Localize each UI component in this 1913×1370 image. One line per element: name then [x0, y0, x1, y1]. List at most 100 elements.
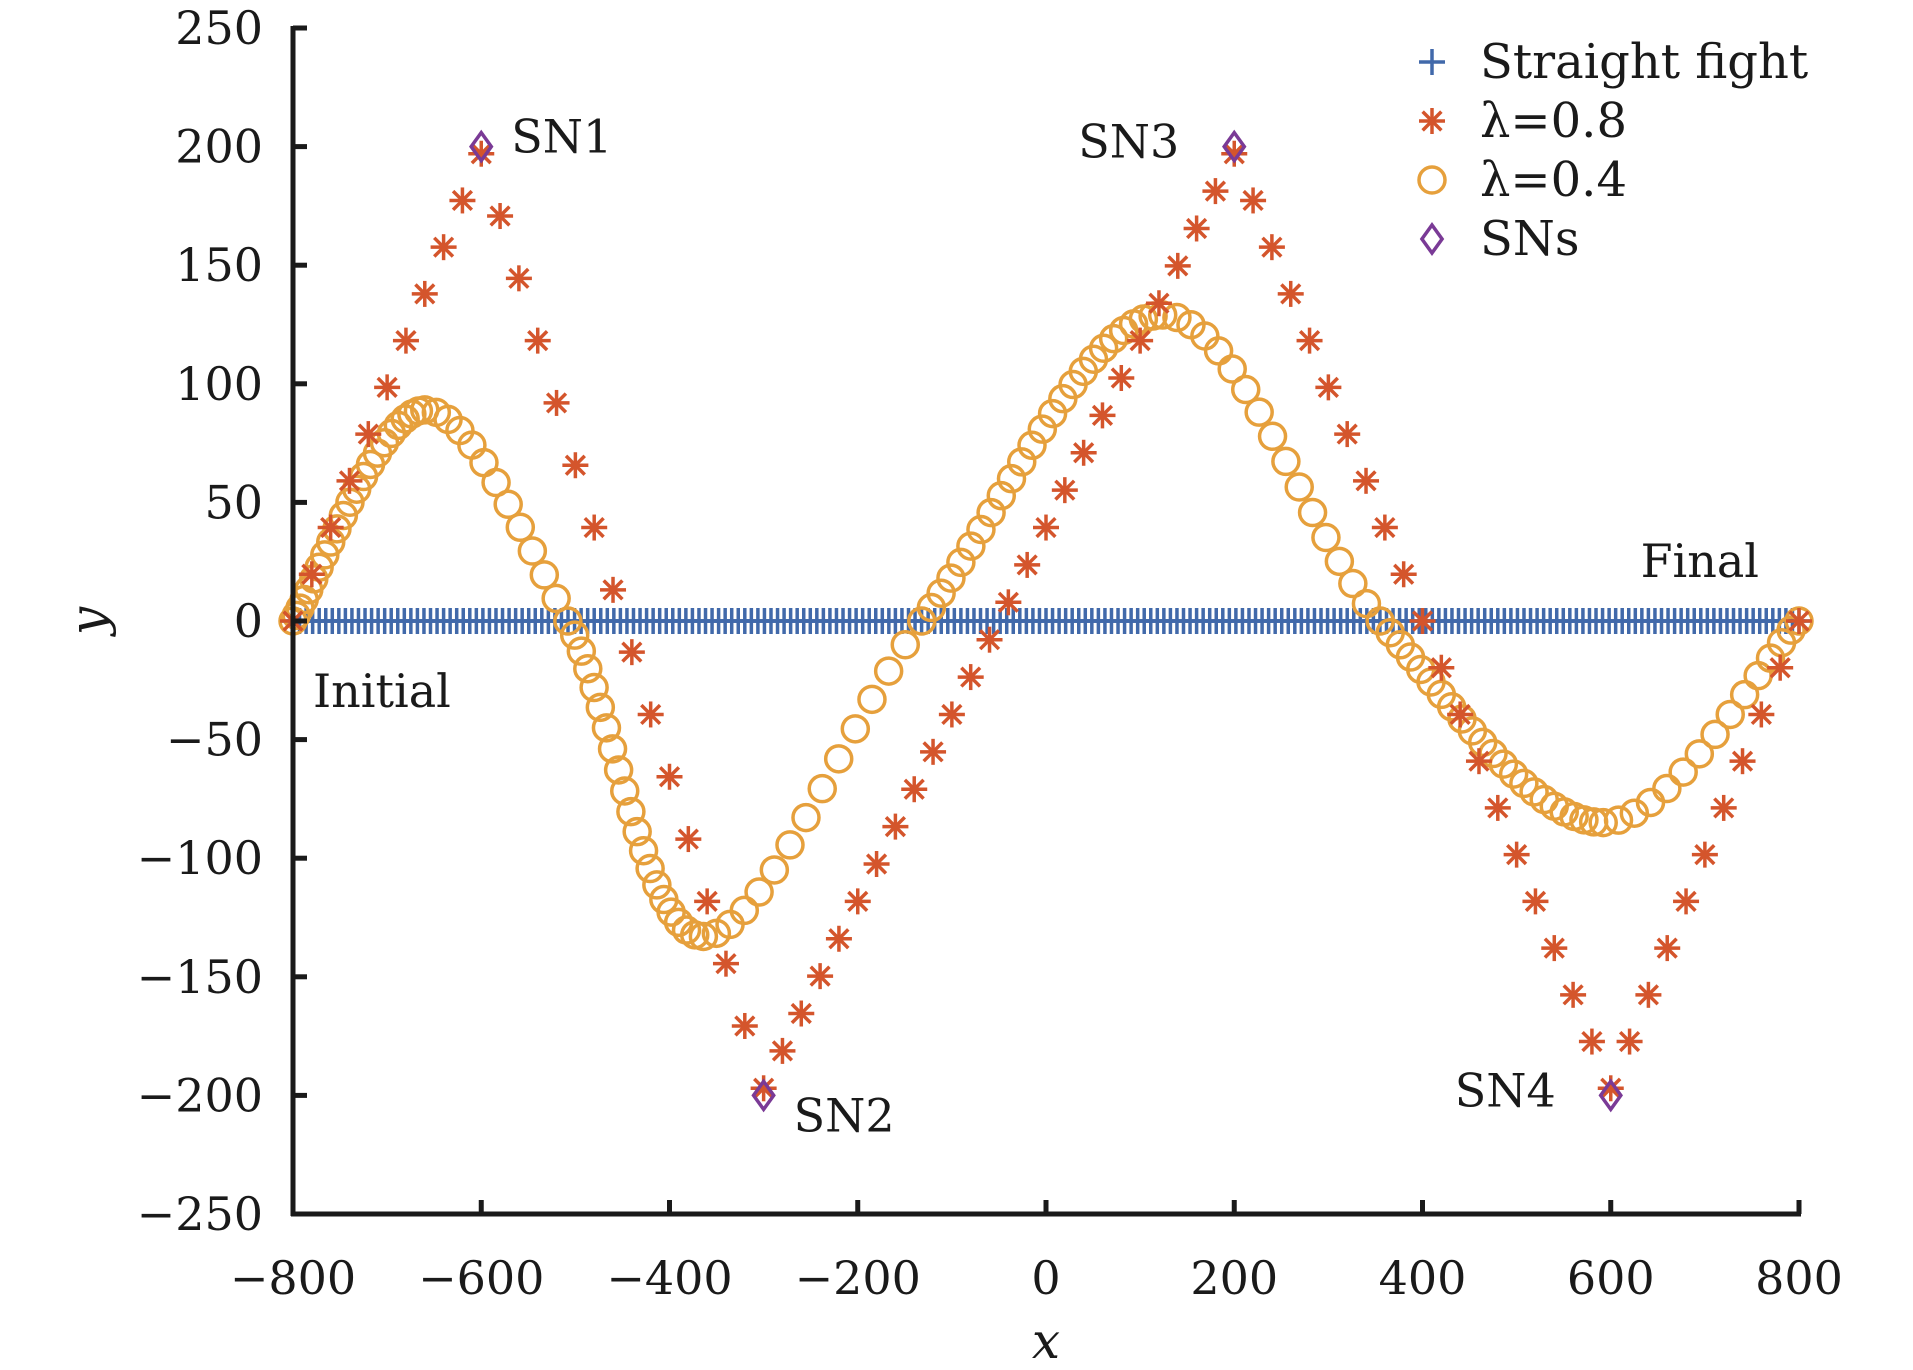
asterisk-marker [1089, 402, 1116, 429]
asterisk-marker [317, 514, 344, 541]
x-tick-label: −400 [606, 1251, 732, 1305]
circle-marker [1715, 699, 1745, 730]
annotations: SN1 SN2 SN3 SN4 Initial Final [313, 110, 1759, 1143]
circle-marker [744, 877, 774, 907]
asterisk-marker [920, 738, 947, 765]
circle-marker [1776, 615, 1806, 645]
legend-label: Straight fight [1480, 34, 1808, 90]
x-tick-label: 800 [1755, 1251, 1843, 1305]
circle-marker [591, 713, 622, 743]
asterisk-marker [1578, 1028, 1605, 1055]
asterisk-marker [1522, 888, 1549, 915]
asterisk-marker [1070, 439, 1097, 466]
circle-marker [791, 802, 821, 833]
asterisk-marker [411, 280, 438, 307]
circle-marker [1417, 165, 1447, 195]
circle-marker [1006, 447, 1037, 477]
asterisk-marker [487, 203, 514, 230]
annotation-sn4: SN4 [1455, 1063, 1556, 1117]
y-tick-label: 50 [204, 475, 263, 529]
y-tick-label: −50 [166, 713, 263, 767]
circle-marker [1324, 546, 1355, 577]
diamond-marker [469, 129, 494, 164]
circle-marker [1027, 414, 1058, 444]
asterisk-marker [844, 888, 871, 915]
asterisk-marker [1277, 280, 1304, 307]
y-tick-label: 100 [175, 357, 263, 411]
circle-marker [775, 830, 805, 860]
asterisk-marker [1616, 1028, 1643, 1055]
circle-marker [628, 835, 659, 866]
circle-marker [553, 606, 583, 636]
circle-marker [1700, 719, 1730, 750]
circle-marker [986, 480, 1017, 511]
asterisk-marker [1729, 748, 1756, 775]
asterisk-marker [355, 421, 382, 448]
circle-marker [493, 489, 523, 520]
circle-marker [622, 816, 652, 847]
circle-marker [873, 656, 904, 686]
x-tick-label: 0 [1031, 1251, 1060, 1305]
asterisk-marker [825, 925, 852, 952]
asterisk-marker [694, 888, 721, 915]
circle-marker [807, 773, 837, 804]
y-tick-label: −250 [137, 1187, 263, 1241]
asterisk-marker [1786, 608, 1812, 634]
asterisk-marker [1748, 701, 1775, 728]
asterisk-marker [1465, 748, 1492, 775]
series-lambda-0.4 [278, 300, 1814, 952]
asterisk-marker [1183, 215, 1210, 242]
asterisk-marker [392, 327, 419, 354]
circle-marker [956, 531, 986, 561]
asterisk-marker [600, 576, 627, 603]
asterisk-marker [637, 701, 664, 728]
legend-item: SNs [1419, 211, 1580, 267]
annotation-final: Final [1641, 534, 1759, 588]
y-tick-label: 200 [175, 120, 263, 174]
annotation-sn3: SN3 [1078, 115, 1179, 169]
circle-marker [1729, 679, 1760, 710]
asterisk-marker [976, 626, 1003, 653]
asterisk-marker [336, 467, 363, 494]
asterisk-marker [1409, 608, 1436, 634]
asterisk-marker [430, 234, 457, 261]
annotation-sn2: SN2 [794, 1088, 895, 1142]
asterisk-marker [618, 639, 645, 666]
asterisk-marker [731, 1012, 758, 1039]
circle-marker [936, 563, 966, 593]
asterisk-marker [1710, 794, 1737, 821]
circle-marker [573, 653, 603, 684]
asterisk-marker [1353, 467, 1380, 494]
circle-marker [688, 921, 719, 952]
asterisk-marker [1315, 374, 1342, 401]
circle-marker [1088, 333, 1119, 364]
legend-item: Straight fight [1419, 34, 1808, 90]
asterisk-marker [1164, 252, 1191, 279]
circle-marker [603, 755, 634, 785]
circle-marker [616, 796, 646, 827]
circle-marker [1217, 354, 1247, 384]
x-ticks: −800 −600 −400 −200 0 200 400 600 800 [230, 1200, 1843, 1305]
asterisk-marker [505, 265, 532, 292]
circle-marker [505, 512, 536, 543]
asterisk-marker [1503, 841, 1530, 868]
asterisk-marker [543, 389, 570, 416]
circle-marker [1162, 302, 1192, 333]
asterisk-marker [1390, 561, 1417, 588]
y-axis-title: y [59, 606, 117, 637]
annotation-sn1: SN1 [511, 110, 612, 164]
series-layer [278, 129, 1814, 1113]
series-lambda-0.8 [280, 140, 1812, 1102]
legend-item: λ=0.8 [1419, 93, 1627, 149]
x-tick-label: −200 [795, 1251, 921, 1305]
asterisk-marker [788, 1000, 815, 1027]
x-tick-label: −800 [230, 1251, 356, 1305]
circle-marker [1488, 749, 1519, 779]
series-sns [469, 129, 1623, 1113]
asterisk-marker [1033, 514, 1059, 541]
x-tick-label: 600 [1567, 1251, 1655, 1305]
asterisk-marker [1014, 551, 1041, 578]
circle-marker [1619, 798, 1650, 828]
